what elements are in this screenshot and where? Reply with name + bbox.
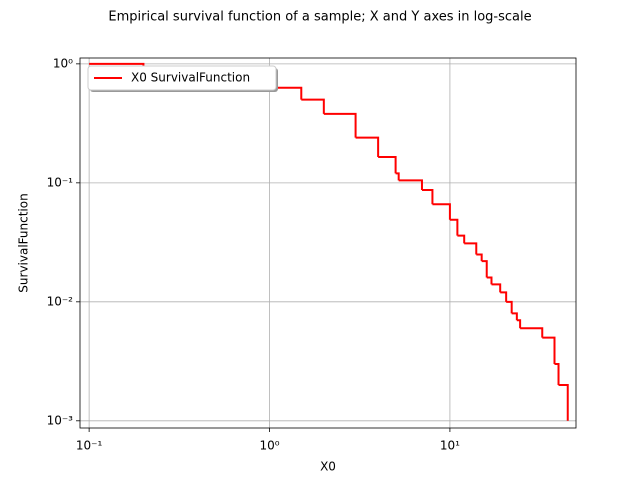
line-step <box>301 98 325 114</box>
line-step <box>464 242 478 255</box>
line-step <box>481 260 488 278</box>
y-axis-label: SurvivalFunction <box>17 193 31 292</box>
y-tick-label: 10⁻³ <box>47 413 74 427</box>
x-tick-label: 10⁻¹ <box>76 439 103 453</box>
line-step <box>269 86 303 100</box>
line-step <box>486 276 493 285</box>
line-step <box>476 253 483 262</box>
plot-frame <box>79 57 577 429</box>
y-tick-label: 10⁻² <box>47 294 74 308</box>
line-step <box>355 136 380 157</box>
line-step <box>558 383 569 421</box>
line-step <box>500 291 508 302</box>
y-tick-label: 10⁰ <box>53 56 73 70</box>
legend-box <box>87 65 277 91</box>
line-step <box>421 189 434 205</box>
line-step <box>378 155 397 174</box>
line-step <box>516 319 522 329</box>
chart-title: Empirical survival function of a sample;… <box>108 10 531 25</box>
line-step <box>457 234 466 244</box>
line-step <box>506 300 513 314</box>
line-step <box>520 327 544 338</box>
line-step <box>449 218 459 236</box>
y-tick-label: 10⁻¹ <box>47 175 74 189</box>
line-step <box>554 363 560 385</box>
line-step <box>432 203 451 220</box>
line-step <box>491 283 502 293</box>
legend-label: X0 SurvivalFunction <box>131 71 250 85</box>
x-tick-label: 10¹ <box>440 439 460 453</box>
x-axis-label: X0 <box>320 460 336 474</box>
line-step <box>323 112 357 138</box>
line-step <box>395 172 400 181</box>
x-tick-label: 10⁰ <box>259 439 279 453</box>
line-step <box>398 179 423 191</box>
line-step <box>542 336 556 365</box>
line-step <box>511 312 518 321</box>
